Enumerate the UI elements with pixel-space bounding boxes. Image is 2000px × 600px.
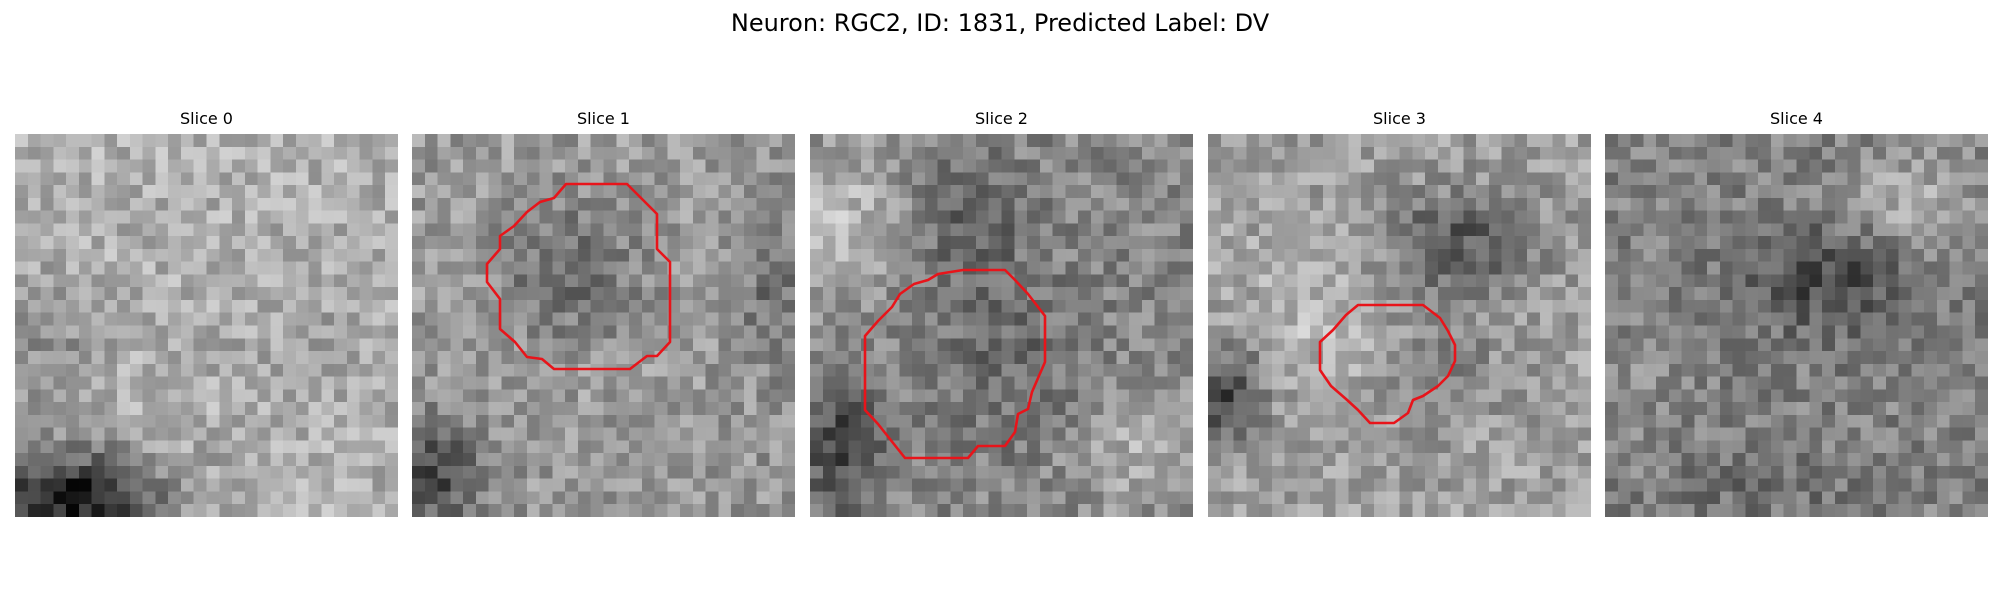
slice-0-panel xyxy=(15,134,398,517)
slice-3-contour xyxy=(1318,303,1457,425)
slice-4-image xyxy=(1605,134,1988,517)
slice-2-contour xyxy=(863,268,1047,460)
slice-2-panel xyxy=(810,134,1193,517)
slice-3-image xyxy=(1208,134,1591,517)
slice-2-roi-outline xyxy=(863,268,1047,460)
slice-4-panel xyxy=(1605,134,1988,517)
slice-1-roi-outline xyxy=(485,182,672,371)
slice-4-title: Slice 4 xyxy=(1770,109,1823,128)
slice-2-title: Slice 2 xyxy=(975,109,1028,128)
slice-1-panel xyxy=(412,134,795,517)
slice-1-title: Slice 1 xyxy=(577,109,630,128)
slice-3-roi-outline xyxy=(1318,303,1457,425)
slice-1-image xyxy=(412,134,795,517)
figure-title: Neuron: RGC2, ID: 1831, Predicted Label:… xyxy=(730,9,1270,37)
slice-1-contour xyxy=(485,182,672,371)
slice-3-panel xyxy=(1208,134,1591,517)
slice-3-title: Slice 3 xyxy=(1373,109,1426,128)
slice-0-image xyxy=(15,134,398,517)
slice-0-title: Slice 0 xyxy=(180,109,233,128)
